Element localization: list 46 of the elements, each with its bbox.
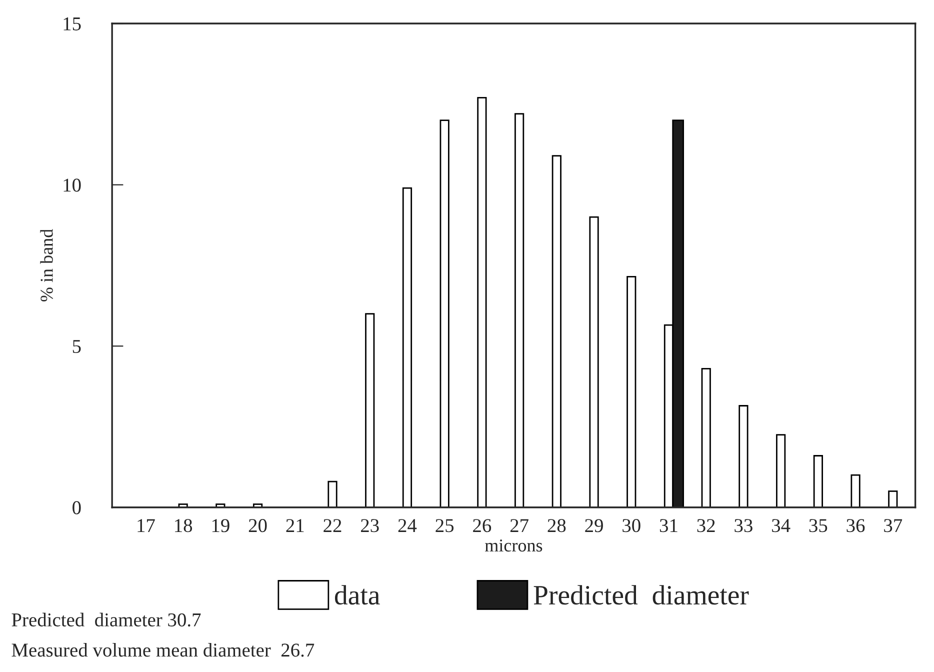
y-axis-title: % in band xyxy=(40,229,53,302)
x-tick-label: 27 xyxy=(510,519,528,532)
x-tick-label: 33 xyxy=(734,519,752,532)
bar xyxy=(850,474,860,508)
x-tick-label: 18 xyxy=(175,519,192,532)
x-tick-label: 35 xyxy=(809,519,828,532)
bar xyxy=(813,455,823,508)
x-tick-label: 20 xyxy=(248,519,267,532)
bar xyxy=(776,434,786,508)
x-tick-label: 17 xyxy=(138,519,155,532)
y-tick-label: 10 xyxy=(64,178,81,192)
x-tick-label: 34 xyxy=(772,519,790,532)
x-tick-label: 28 xyxy=(548,519,566,532)
x-tick-label: 36 xyxy=(846,519,865,532)
y-tick-label: 0 xyxy=(72,501,81,514)
bar xyxy=(701,368,711,508)
bar xyxy=(365,313,375,508)
bar xyxy=(552,155,562,508)
bar xyxy=(514,113,524,508)
x-tick-label: 25 xyxy=(436,519,454,532)
x-tick-label: 19 xyxy=(212,519,230,532)
x-tick-label: 31 xyxy=(660,519,678,532)
bar xyxy=(477,97,487,508)
x-tick-label: 26 xyxy=(473,519,492,532)
bar xyxy=(888,490,898,508)
y-tick-label: 15 xyxy=(64,17,81,30)
bar xyxy=(440,120,450,508)
x-tick-label: 22 xyxy=(324,519,342,532)
x-tick-label: 24 xyxy=(398,519,417,532)
x-tick-label: 32 xyxy=(697,519,715,532)
x-tick-label: 37 xyxy=(884,519,902,532)
bar xyxy=(328,480,338,508)
legend-label: Predicted diameter xyxy=(534,585,749,605)
bar xyxy=(626,276,636,508)
bar xyxy=(738,405,748,508)
x-tick-label: 21 xyxy=(286,519,304,532)
x-tick-label: 30 xyxy=(622,519,640,532)
text: Predicted diameter 30.7 xyxy=(12,612,201,627)
x-tick-label: 29 xyxy=(585,519,603,532)
bar xyxy=(402,187,412,508)
x-tick-label: 23 xyxy=(360,519,379,532)
y-tick-label: 5 xyxy=(72,340,81,354)
bar xyxy=(589,216,599,508)
text: Measured volume mean diameter 26.7 xyxy=(12,643,314,657)
legend-label: data xyxy=(334,585,380,605)
x-axis-title: microns xyxy=(484,539,542,552)
